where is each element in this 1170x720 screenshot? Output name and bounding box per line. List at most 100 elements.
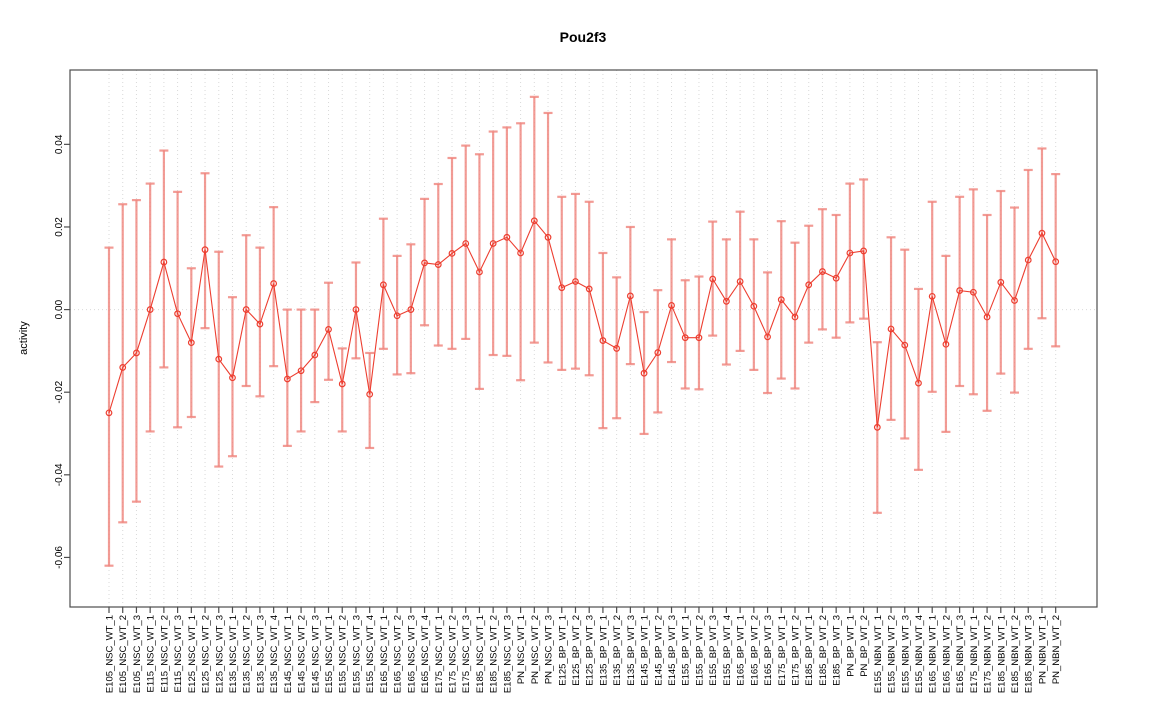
data-point <box>489 240 497 247</box>
x-tick-label: E185_NBN_WT_1 <box>996 615 1007 693</box>
x-tick-label: E155_BP_WT_4 <box>722 615 733 686</box>
x-tick-label: PN_BP_WT_2 <box>859 615 870 677</box>
data-point <box>352 306 360 313</box>
data-point <box>133 349 140 357</box>
x-tick-label: E125_BP_WT_2 <box>571 615 582 686</box>
x-tick-label: E155_BP_WT_2 <box>694 615 705 686</box>
data-point <box>407 306 415 313</box>
data-point <box>1024 256 1032 264</box>
error-bar <box>982 213 992 412</box>
data-point <box>585 285 593 293</box>
data-point <box>969 288 977 296</box>
data-point <box>873 423 881 431</box>
x-tick-label: E155_BP_WT_1 <box>681 615 692 686</box>
data-point <box>311 351 319 359</box>
data-point <box>462 240 470 247</box>
x-tick-label: E155_NBN_WT_3 <box>900 615 911 693</box>
data-point <box>530 217 538 225</box>
error-bar <box>667 238 677 364</box>
error-bar <box>145 182 155 433</box>
x-tick-label: E155_NBN_WT_2 <box>887 615 898 693</box>
x-tick-label: E125_BP_WT_3 <box>585 615 596 686</box>
x-tick-label: E165_NBN_WT_3 <box>955 615 966 693</box>
data-point <box>928 292 936 300</box>
series-line <box>108 219 1057 428</box>
error-bar <box>872 341 882 514</box>
x-tick-label: E165_NSC_WT_2 <box>393 615 404 693</box>
x-tick-label: E175_NSC_WT_3 <box>461 615 472 693</box>
error-bar <box>255 246 265 398</box>
x-tick-label: E175_NSC_WT_1 <box>434 615 445 693</box>
error-bar <box>461 144 471 341</box>
error-bar <box>118 203 128 524</box>
data-point <box>558 284 566 292</box>
error-bar <box>104 246 114 567</box>
data-point <box>1011 297 1018 304</box>
x-tick-label: E145_BP_WT_1 <box>640 615 651 686</box>
x-tick-labels: E105_NSC_WT_1 E105_NSC_WT_2 E105_NSC_WT_3 E… <box>105 615 1063 693</box>
data-point <box>956 287 964 294</box>
x-tick-label: E165_BP_WT_3 <box>763 615 774 686</box>
data-point <box>201 246 209 254</box>
data-point <box>393 312 401 320</box>
x-tick-label: PN_NSC_WT_1 <box>516 615 527 684</box>
data-point <box>723 297 730 305</box>
x-tick-label: E165_NSC_WT_3 <box>406 615 417 693</box>
error-bar <box>557 195 567 371</box>
x-tick-label: E185_BP_WT_1 <box>804 615 815 686</box>
data-point <box>160 258 168 266</box>
data-point <box>1038 229 1046 237</box>
x-tick-label: E125_NSC_WT_1 <box>187 615 198 693</box>
data-point <box>640 369 648 377</box>
data-point <box>599 337 607 344</box>
data-point <box>668 302 675 309</box>
error-bar <box>763 271 773 395</box>
error-bar <box>790 241 800 390</box>
error-bar <box>749 238 759 371</box>
x-tick-label: E135_BP_WT_1 <box>598 615 609 686</box>
data-point <box>517 249 524 257</box>
y-tick-label: -0.06 <box>54 546 65 569</box>
x-tick-label: PN_NBN_WT_1 <box>1037 615 1048 684</box>
data-point <box>613 345 621 352</box>
x-tick-label: E165_NSC_WT_1 <box>379 615 390 693</box>
gridlines <box>70 70 1097 607</box>
data-point <box>777 296 785 304</box>
x-tick-label: E115_NSC_WT_1 <box>146 615 157 692</box>
data-point <box>229 374 236 382</box>
error-bar <box>529 95 539 344</box>
y-tick-label: -0.04 <box>54 463 65 486</box>
data-point <box>901 341 909 349</box>
error-bar <box>900 248 910 440</box>
data-point <box>283 375 291 383</box>
data-point <box>983 313 991 321</box>
x-tick-label: E185_NBN_WT_2 <box>1010 615 1021 693</box>
x-tick-label: E175_NBN_WT_1 <box>969 615 980 693</box>
x-tick-label: E115_NSC_WT_3 <box>173 615 184 692</box>
error-bar <box>831 213 841 339</box>
y-tick-label: 0.00 <box>54 299 65 319</box>
data-point <box>709 275 717 283</box>
x-tick-label: E185_NBN_WT_3 <box>1024 615 1035 693</box>
x-tick-label: E165_NSC_WT_4 <box>420 615 431 693</box>
error-bar <box>420 197 430 327</box>
error-bar <box>502 126 512 357</box>
error-bars <box>104 95 1061 567</box>
error-bar <box>694 275 704 391</box>
x-tick-label: E105_NSC_WT_1 <box>105 615 116 693</box>
data-point <box>448 250 456 257</box>
data-point <box>681 334 689 342</box>
x-tick-label: E175_BP_WT_1 <box>777 615 788 686</box>
x-tick-label: E135_NSC_WT_1 <box>228 615 239 693</box>
x-tick-label: E145_BP_WT_3 <box>667 615 678 686</box>
data-point <box>997 278 1005 286</box>
data-point <box>654 349 662 356</box>
x-tick-label: E175_BP_WT_2 <box>791 615 802 686</box>
x-tick-label: E155_NSC_WT_1 <box>324 615 335 693</box>
data-point <box>242 306 250 313</box>
data-point <box>750 302 758 310</box>
x-tick-label: E135_NSC_WT_2 <box>242 615 253 693</box>
y-tick-label: 0.04 <box>54 134 65 154</box>
x-tick-label: E115_NSC_WT_2 <box>159 615 170 692</box>
